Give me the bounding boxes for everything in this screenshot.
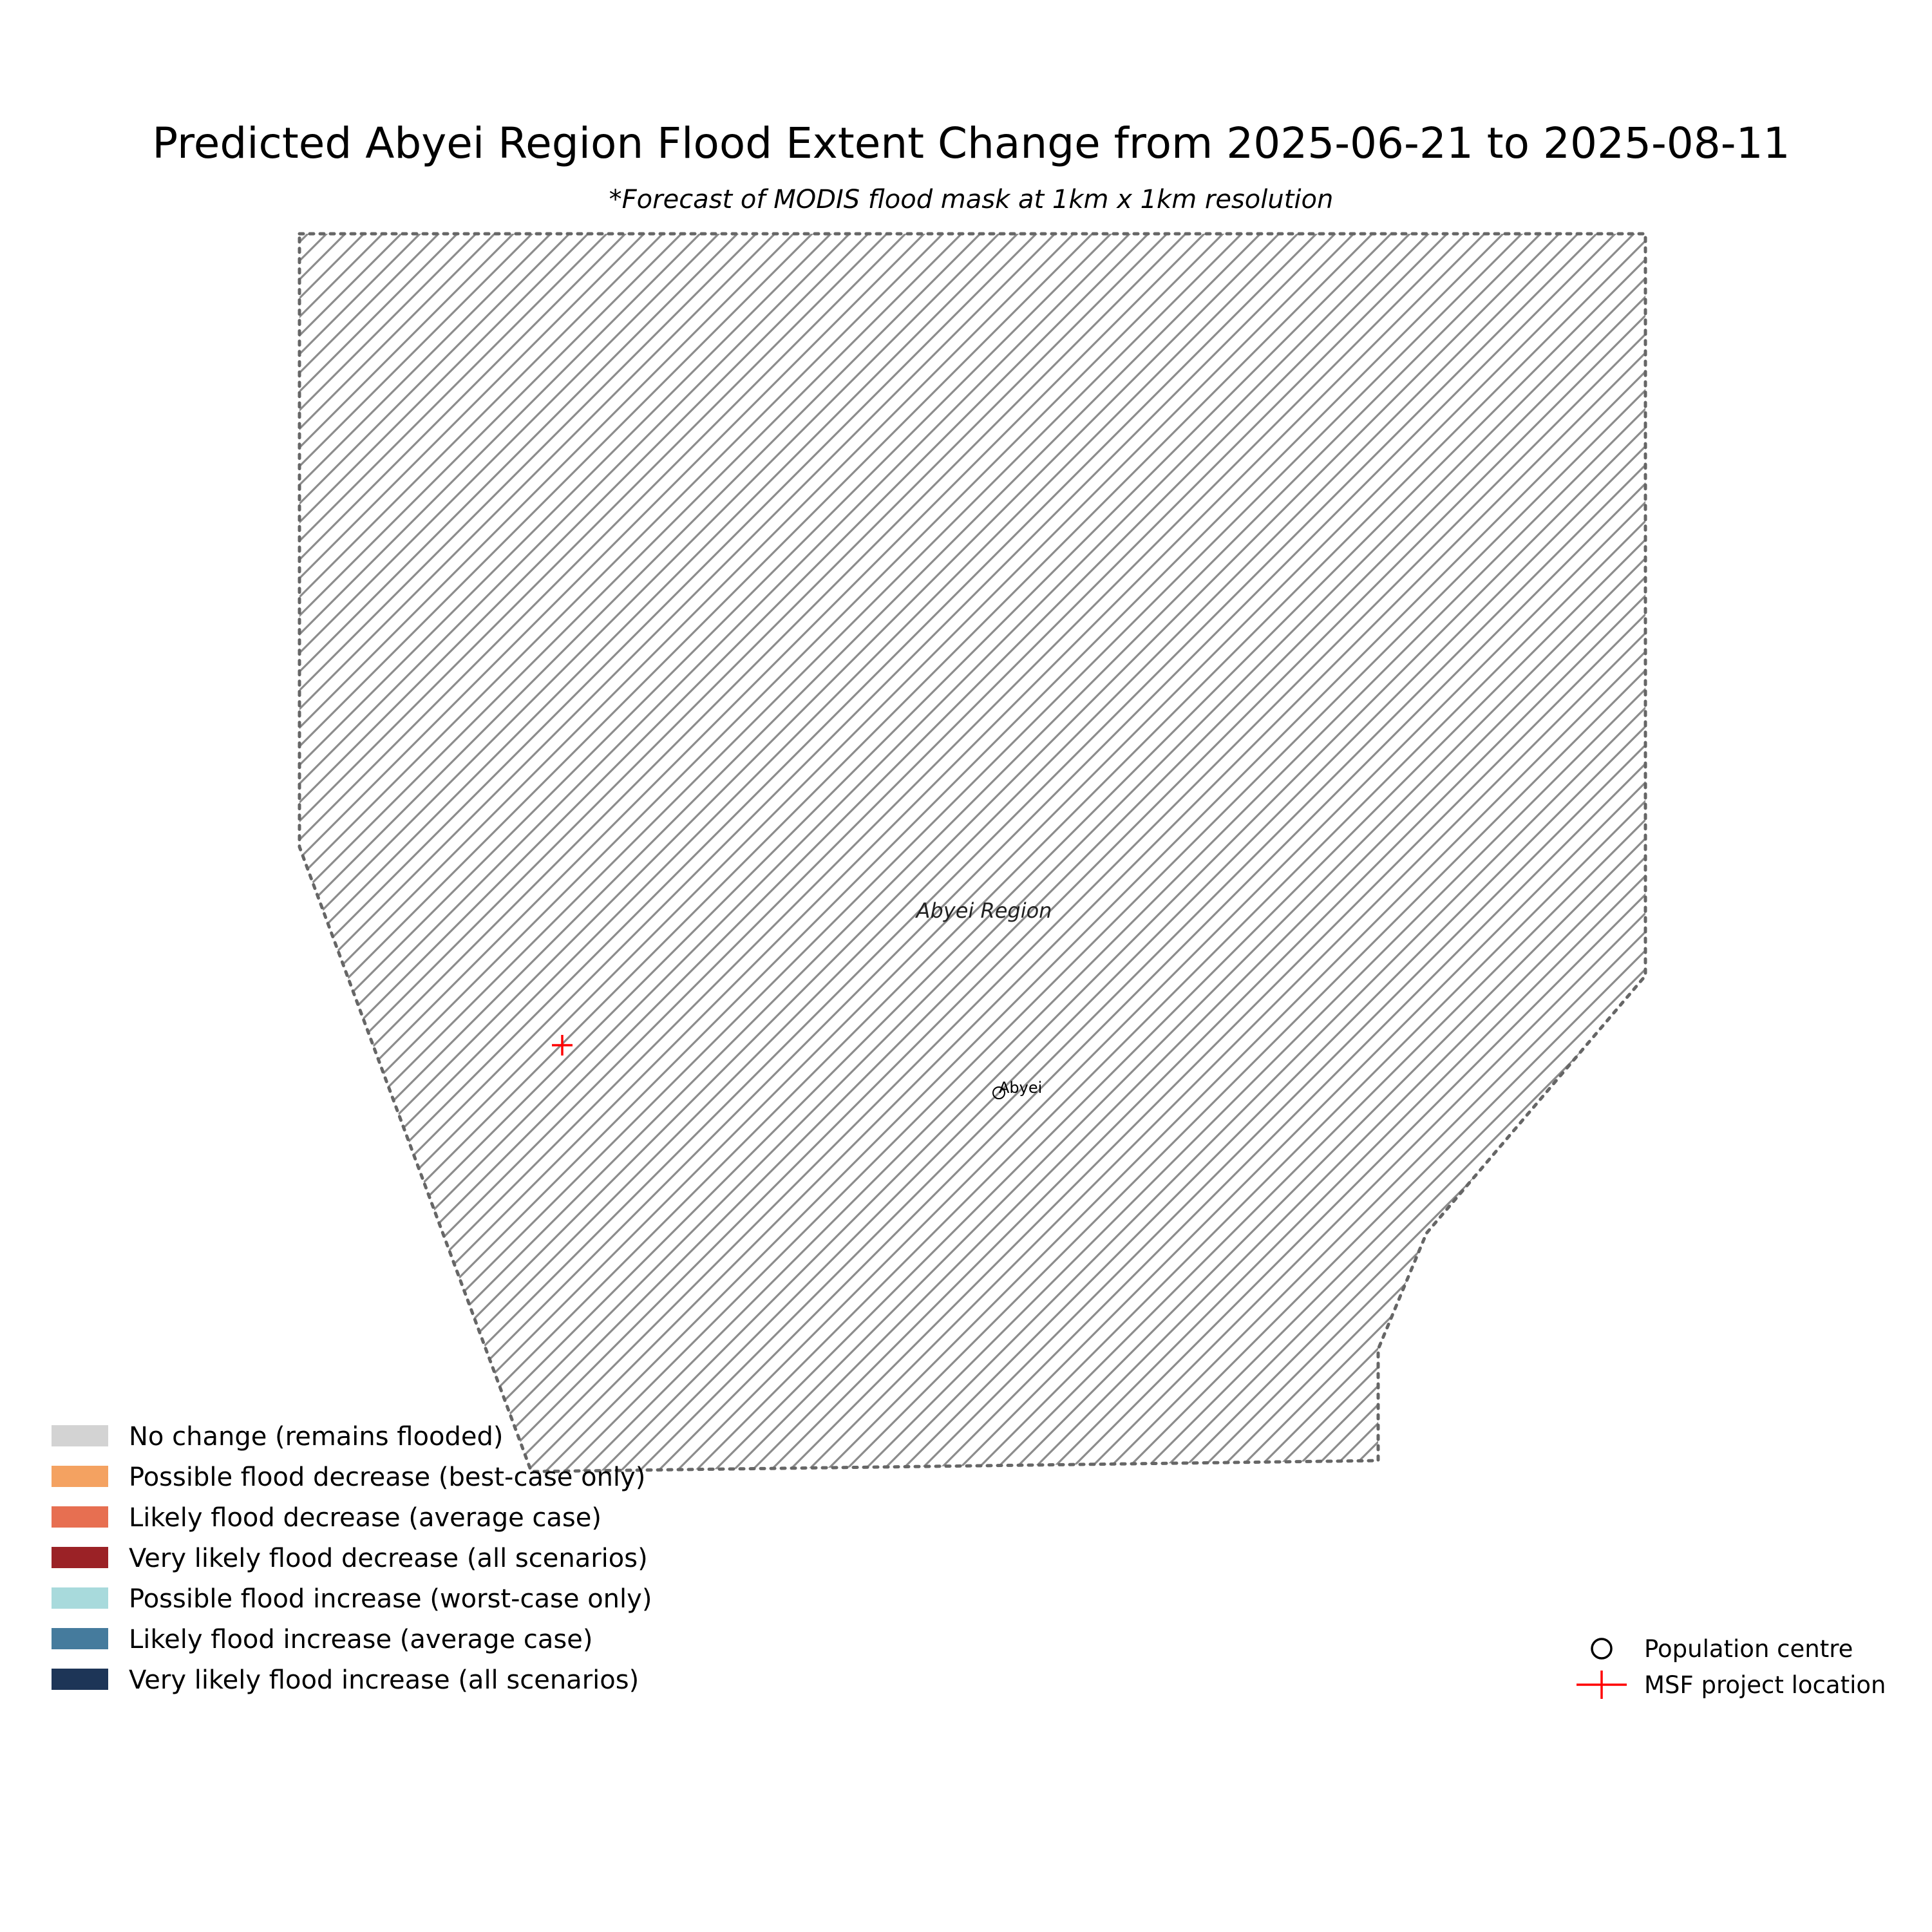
legend-item-msf-project: MSF project location [1577, 1671, 1886, 1699]
legend-label: MSF project location [1644, 1671, 1886, 1699]
legend-item: Possible flood decrease (best-case only) [52, 1463, 645, 1492]
legend-item: Possible flood increase (worst-case only… [52, 1584, 652, 1614]
legend-swatch [52, 1669, 108, 1690]
abyei-region-area [298, 232, 1647, 1473]
region-label: Abyei Region [915, 898, 1052, 923]
legend-label: Population centre [1644, 1635, 1853, 1663]
legend-swatch [52, 1506, 108, 1528]
legend-label: Possible flood increase (worst-case only… [129, 1584, 652, 1614]
legend-item: Likely flood increase (average case) [52, 1625, 592, 1654]
legend-label: Possible flood decrease (best-case only) [129, 1463, 645, 1492]
legend-swatch [52, 1587, 108, 1609]
legend-item: Very likely flood decrease (all scenario… [52, 1544, 648, 1573]
legend-label: Likely flood increase (average case) [129, 1625, 592, 1654]
legend-item: No change (remains flooded) [52, 1422, 503, 1452]
legend-label: Likely flood decrease (average case) [129, 1503, 601, 1533]
legend-item: Very likely flood increase (all scenario… [52, 1665, 639, 1695]
legend-categories: No change (remains flooded) Possible flo… [52, 1422, 652, 1695]
legend-swatch [52, 1425, 108, 1446]
red-cross-icon [1577, 1671, 1627, 1699]
legend-label: Very likely flood decrease (all scenario… [129, 1544, 648, 1573]
legend-label: Very likely flood increase (all scenario… [129, 1665, 639, 1695]
legend-swatch [52, 1547, 108, 1568]
map-subtitle: *Forecast of MODIS flood mask at 1km x 1… [609, 185, 1334, 214]
legend-markers: Population centre MSF project location [1577, 1635, 1886, 1699]
population-centre-icon [992, 1086, 1005, 1099]
legend-item-population-centre: Population centre [1591, 1635, 1853, 1663]
legend-item: Likely flood decrease (average case) [52, 1503, 601, 1533]
legend-label: No change (remains flooded) [129, 1422, 503, 1452]
population-centre-abyei: Abyei [992, 1079, 1042, 1099]
msf-project-marker [552, 1035, 573, 1056]
map-title: Predicted Abyei Region Flood Extent Chan… [152, 118, 1790, 168]
population-centre-label: Abyei [999, 1079, 1042, 1097]
legend-swatch [52, 1466, 108, 1487]
legend-swatch [52, 1628, 108, 1649]
circle-icon [1591, 1638, 1613, 1660]
